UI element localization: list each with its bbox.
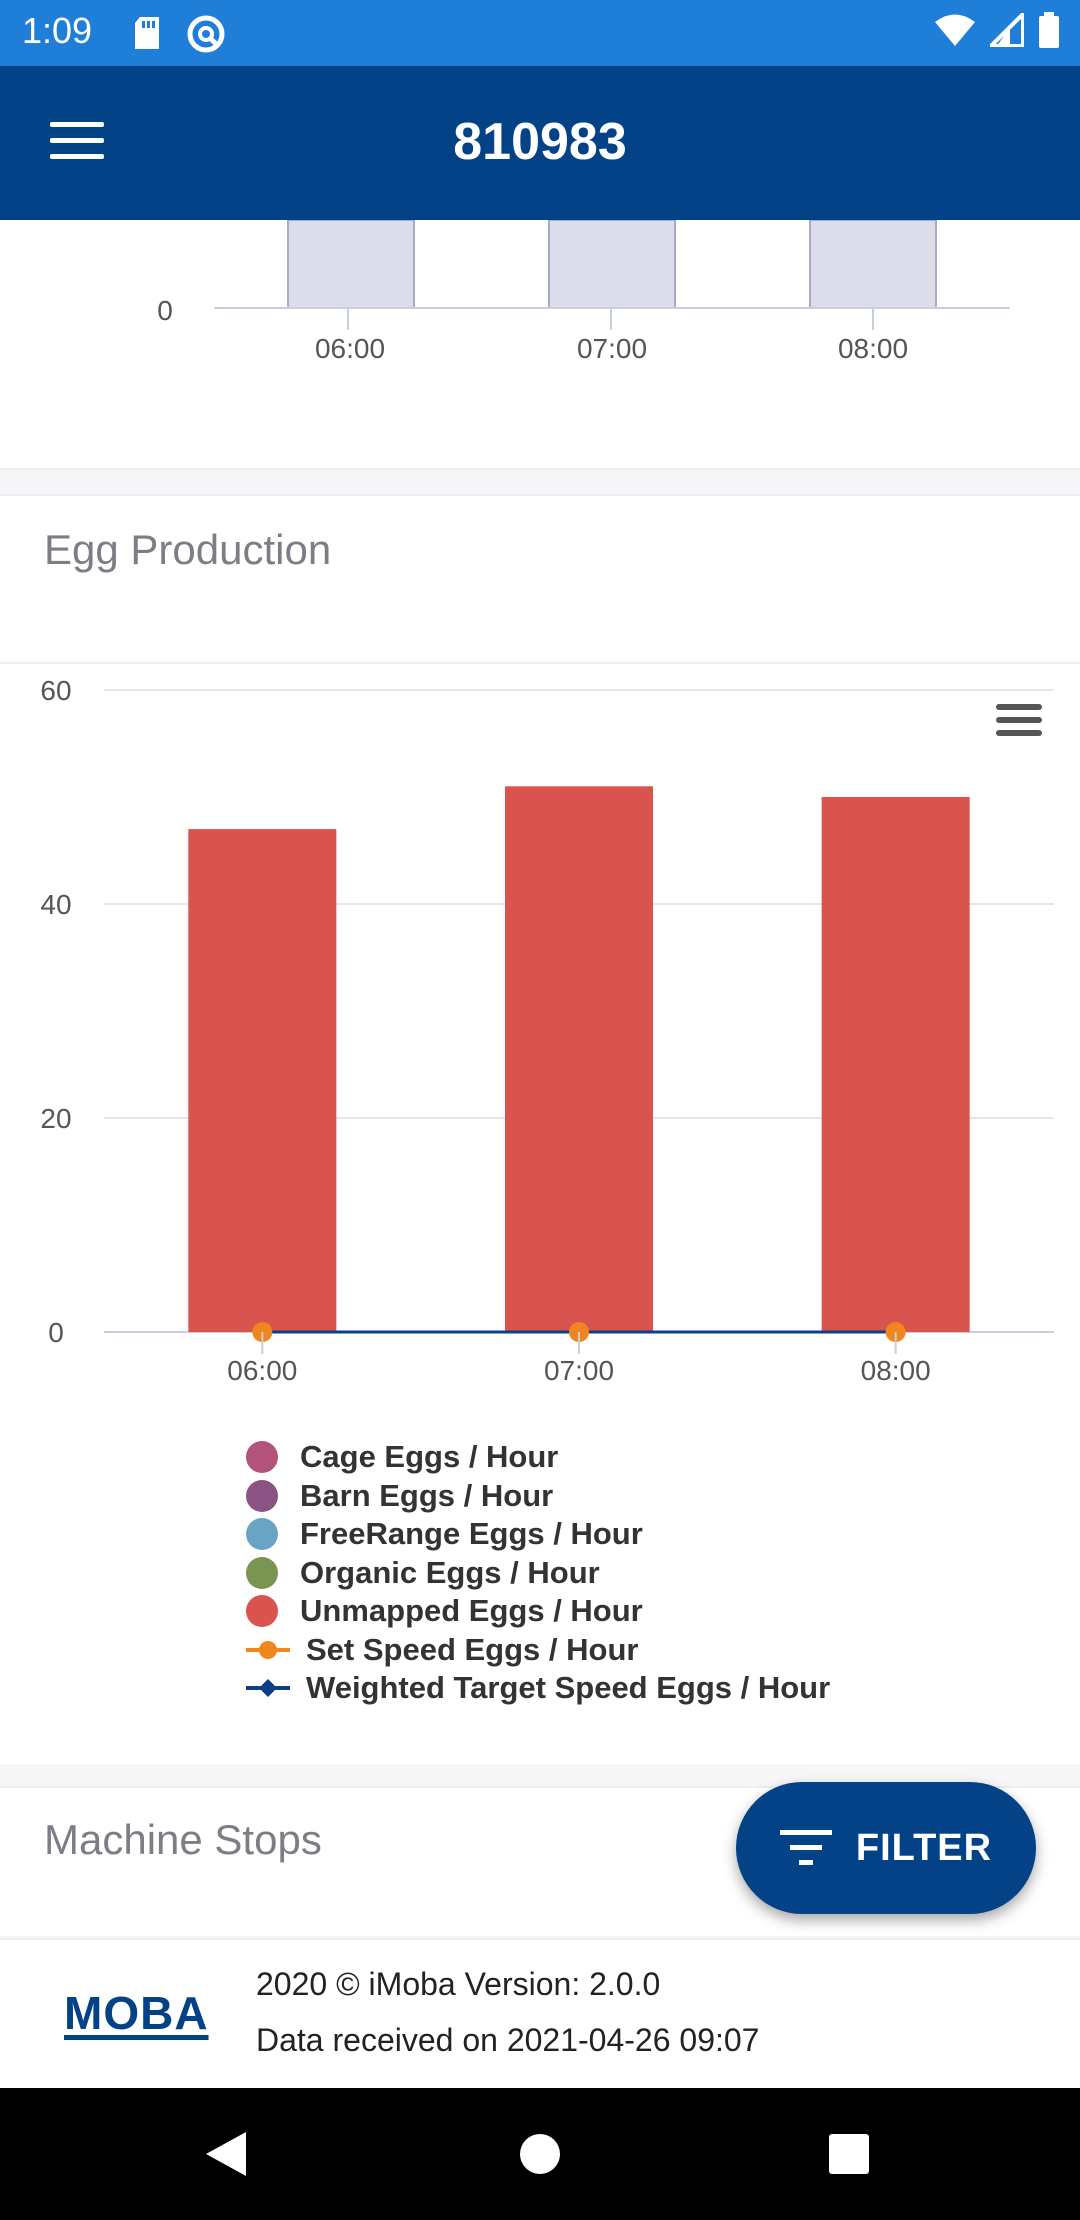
x-tick-label: 07:00 [577, 333, 647, 364]
previous-chart-card: 0 06:00 07:00 08:00 [0, 219, 1080, 470]
x-tick-label: 06:00 [227, 1355, 297, 1386]
legend-dot-symbol [246, 1556, 278, 1589]
legend-line-symbol [246, 1640, 290, 1659]
section-title: Egg Production [44, 526, 332, 573]
chart-bar [188, 829, 337, 1332]
legend-dot-symbol [246, 1595, 278, 1628]
filter-button-label: FILTER [855, 1826, 993, 1869]
wifi-icon [935, 14, 975, 46]
battery-icon [1039, 12, 1059, 48]
legend-item[interactable]: Weighted Target Speed Eggs / Hour [246, 1669, 830, 1708]
y-tick-label: 40 [40, 889, 71, 920]
hamburger-menu-icon[interactable] [50, 122, 104, 162]
legend-label: Organic Eggs / Hour [300, 1554, 600, 1590]
legend-label: Barn Eggs / Hour [300, 1477, 554, 1513]
signal-icon [990, 13, 1024, 47]
x-tick-label: 08:00 [838, 333, 908, 364]
y-tick-label: 0 [157, 295, 173, 326]
home-icon[interactable] [518, 2132, 562, 2176]
legend-label: FreeRange Eggs / Hour [300, 1516, 643, 1552]
legend-item[interactable]: Barn Eggs / Hour [246, 1477, 830, 1516]
egg-production-chart-card: 0 20 40 60 06:00 07:00 08:00 [0, 664, 1080, 1764]
chart-menu-icon[interactable] [996, 704, 1042, 738]
section-title: Machine Stops [44, 1816, 322, 1863]
legend-label: Weighted Target Speed Eggs / Hour [306, 1670, 831, 1706]
legend-item[interactable]: Set Speed Eggs / Hour [246, 1631, 830, 1670]
legend-dot-symbol [246, 1441, 278, 1474]
back-icon[interactable] [204, 2130, 248, 2178]
app-notification-icon [187, 15, 225, 53]
previous-chart: 0 06:00 07:00 08:00 [157, 219, 1010, 364]
x-tick-label: 06:00 [315, 333, 385, 364]
legend-item[interactable]: Cage Eggs / Hour [246, 1438, 830, 1477]
previous-bar [287, 219, 415, 309]
y-tick-label: 0 [48, 1317, 64, 1348]
legend-label: Set Speed Eggs / Hour [306, 1631, 639, 1667]
sd-card-icon [135, 17, 159, 49]
egg-production-header: Egg Production [0, 494, 1080, 664]
legend-dot-symbol [246, 1518, 278, 1551]
egg-production-chart: 0 20 40 60 06:00 07:00 08:00 [40, 675, 1054, 1386]
chart-legend: Cage Eggs / Hour Barn Eggs / Hour FreeRang… [246, 1438, 830, 1708]
footer: MOBA 2020 © iMoba Version: 2.0.0 Data re… [0, 1938, 1080, 2088]
system-nav-bar [0, 2088, 1080, 2220]
data-received-text: Data received on 2021-04-26 09:07 [256, 2022, 760, 2058]
legend-item[interactable]: Organic Eggs / Hour [246, 1554, 830, 1593]
status-bar: 1:09 [0, 0, 1080, 66]
chart-bar [505, 786, 653, 1332]
version-text: 2020 © iMoba Version: 2.0.0 [256, 1966, 661, 2002]
previous-bar [809, 219, 937, 309]
app-bar: 810983 [0, 66, 1080, 220]
x-tick-label: 07:00 [544, 1355, 614, 1386]
legend-label: Unmapped Eggs / Hour [300, 1593, 643, 1629]
filter-button[interactable]: FILTER [736, 1782, 1036, 1914]
page-title: 810983 [453, 113, 627, 171]
status-time: 1:09 [22, 10, 93, 51]
y-tick-label: 60 [40, 675, 71, 706]
recents-icon[interactable] [828, 2133, 870, 2175]
x-tick-label: 08:00 [861, 1355, 931, 1386]
legend-item[interactable]: FreeRange Eggs / Hour [246, 1515, 830, 1554]
legend-label: Cage Eggs / Hour [300, 1439, 559, 1475]
legend-line-symbol [246, 1679, 290, 1698]
y-tick-label: 20 [40, 1103, 71, 1134]
previous-bar [548, 219, 676, 309]
legend-dot-symbol [246, 1479, 278, 1512]
filter-icon [779, 1830, 832, 1865]
chart-bar [821, 797, 970, 1332]
legend-item[interactable]: Unmapped Eggs / Hour [246, 1592, 830, 1631]
moba-logo: MOBA [64, 1987, 209, 2039]
